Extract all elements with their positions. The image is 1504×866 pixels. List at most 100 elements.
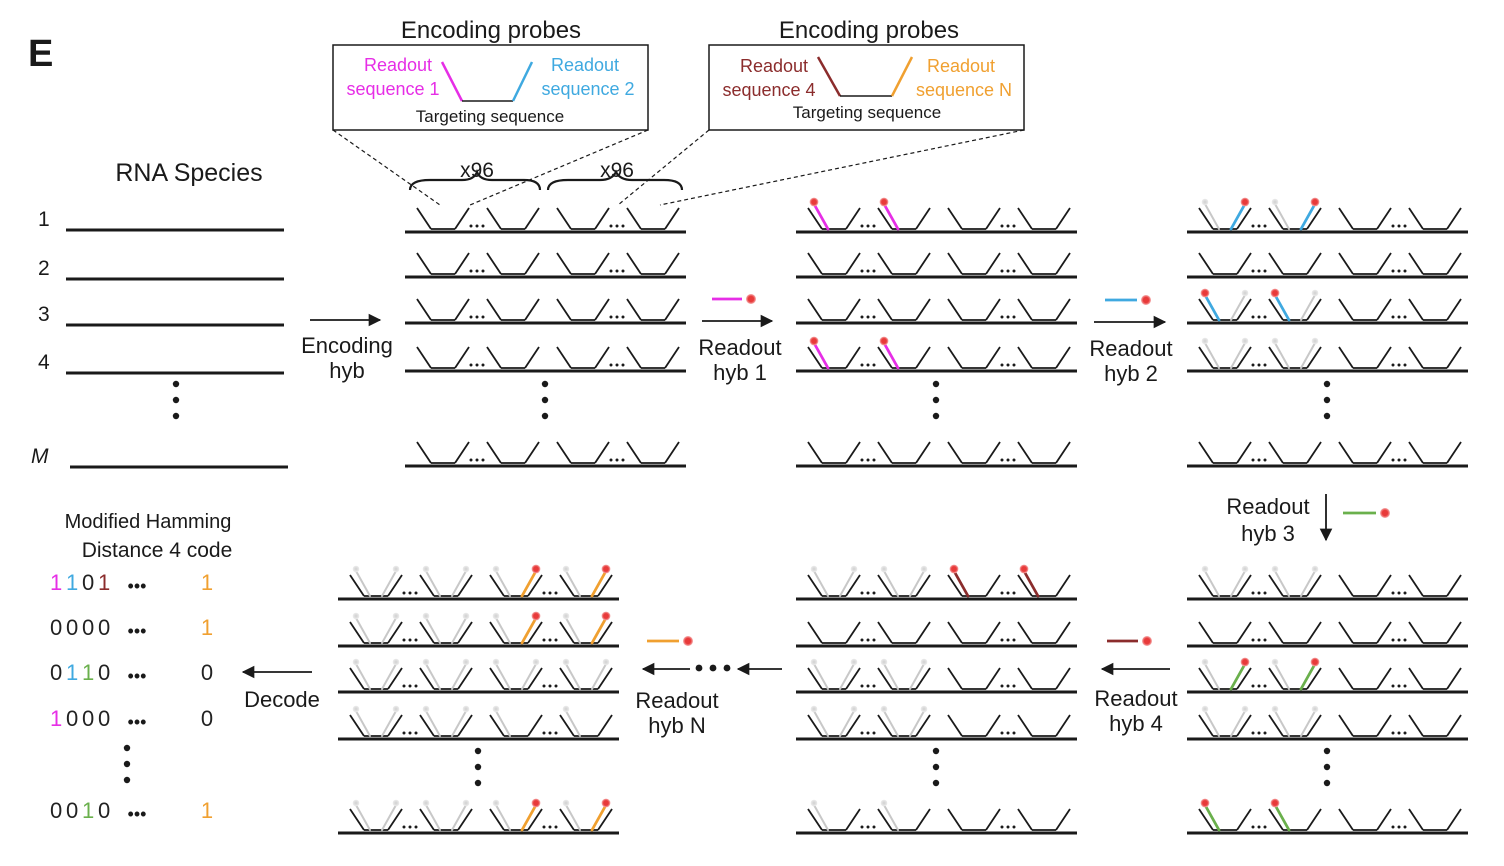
code-bit: 0 bbox=[66, 615, 78, 640]
step-decode: Decode bbox=[244, 687, 320, 712]
code-bit: 0 bbox=[50, 798, 62, 823]
readout-seq-n-label-line1: Readout bbox=[927, 56, 995, 76]
probe-row bbox=[796, 799, 1077, 835]
code-bit-last: 1 bbox=[201, 798, 213, 823]
code-bit: 1 bbox=[82, 798, 94, 823]
readout-seq-1-label-line2: sequence 1 bbox=[346, 79, 439, 99]
probe-row bbox=[796, 252, 1077, 279]
brace-label-1: x96 bbox=[460, 159, 494, 182]
step-hyb1-line2: hyb 1 bbox=[713, 360, 767, 385]
encoding-probe-box-1: Encoding probes Readout sequence 1 Reado… bbox=[332, 17, 649, 131]
probe-row bbox=[338, 798, 619, 835]
rna-row-label: M bbox=[31, 445, 49, 468]
vertical-dot bbox=[123, 776, 131, 784]
readout-probe-green bbox=[1343, 508, 1390, 518]
probe-row bbox=[338, 564, 619, 601]
probe-row bbox=[1187, 252, 1468, 279]
code-bit: 1 bbox=[66, 660, 78, 685]
rna-row-label: 1 bbox=[38, 208, 50, 231]
probe-row bbox=[405, 207, 686, 234]
step-hyb3-line2: hyb 3 bbox=[1241, 521, 1295, 546]
code-bit: 1 bbox=[50, 570, 62, 595]
readout-seq-2-label-line2: sequence 2 bbox=[541, 79, 634, 99]
code-bit-last: 0 bbox=[201, 660, 213, 685]
step-encoding-line1: Encoding bbox=[301, 333, 393, 358]
rna-species-rows: 1 2 3 4 M bbox=[31, 208, 288, 469]
probe-row bbox=[796, 621, 1077, 648]
readout-seq-1-label-line1: Readout bbox=[364, 55, 432, 75]
encoding-box-title: Encoding probes bbox=[779, 17, 959, 44]
probe-row bbox=[1187, 705, 1468, 741]
vertical-dot bbox=[172, 412, 180, 420]
panel-encoded bbox=[405, 207, 686, 468]
code-row: 1 0 0 0 ••• 0 bbox=[50, 706, 213, 732]
arrows bbox=[241, 313, 1333, 679]
code-row: 0 1 1 0 ••• 0 bbox=[50, 660, 213, 686]
rna-species-title: RNA Species bbox=[115, 159, 262, 187]
readout-seq-4-label-line2: sequence 4 bbox=[722, 80, 815, 100]
probe-row bbox=[338, 705, 619, 741]
code-table: 1 1 0 1 ••• 10 0 0 0 ••• 10 1 1 0 ••• 01 0 0 0 ••• 00 0 1 0 ••• 1 bbox=[50, 570, 213, 824]
dashed-leaders bbox=[332, 129, 1025, 206]
code-title-2: Distance 4 code bbox=[82, 539, 233, 562]
step-hyb1-line1: Readout bbox=[698, 335, 781, 360]
step-labels: Encoding hyb Readout hyb 1 Readout hyb 2… bbox=[244, 333, 1310, 738]
probe-row bbox=[796, 298, 1077, 325]
code-bit: 0 bbox=[66, 706, 78, 731]
panel-hyb4 bbox=[796, 564, 1077, 835]
probe-row bbox=[338, 658, 619, 694]
panel-hyb2 bbox=[1187, 197, 1468, 468]
code-dots: ••• bbox=[128, 804, 147, 824]
readout-seq-n-label-line2: sequence N bbox=[916, 80, 1012, 100]
probe-row bbox=[1187, 337, 1468, 373]
step-hybn-line1: Readout bbox=[635, 688, 718, 713]
targeting-seq-label: Targeting sequence bbox=[793, 103, 941, 122]
probe-row bbox=[796, 705, 1077, 741]
hybridization-panels bbox=[338, 197, 1468, 835]
code-bit-last: 1 bbox=[201, 570, 213, 595]
probe-row bbox=[796, 336, 1077, 373]
code-dots: ••• bbox=[128, 576, 147, 596]
code-bit: 1 bbox=[66, 570, 78, 595]
brace-label-2: x96 bbox=[600, 159, 634, 182]
code-title-1: Modified Hamming bbox=[65, 511, 232, 533]
code-dots: ••• bbox=[128, 712, 147, 732]
vertical-dot bbox=[123, 760, 131, 768]
readout-probe-legends bbox=[647, 294, 1390, 646]
code-bit: 1 bbox=[98, 570, 110, 595]
panel-hybN bbox=[338, 564, 619, 835]
vertical-dot bbox=[172, 396, 180, 404]
probe-row bbox=[338, 611, 619, 648]
encoding-box-title: Encoding probes bbox=[401, 17, 581, 44]
probe-row bbox=[405, 252, 686, 279]
panel-hyb1 bbox=[796, 197, 1077, 468]
code-bit: 0 bbox=[50, 660, 62, 685]
readout-probe-magenta bbox=[712, 294, 756, 304]
code-bit: 0 bbox=[50, 615, 62, 640]
readout-seq-4-label-line1: Readout bbox=[740, 56, 808, 76]
probe-row bbox=[796, 564, 1077, 601]
brace-group bbox=[408, 168, 684, 191]
targeting-seq-label: Targeting sequence bbox=[416, 107, 564, 126]
code-dots: ••• bbox=[128, 621, 147, 641]
code-row: 0 0 0 0 ••• 1 bbox=[50, 615, 213, 641]
step-hyb2-line2: hyb 2 bbox=[1104, 361, 1158, 386]
step-hybn-line2-text: hyb N bbox=[648, 713, 705, 738]
vertical-dot bbox=[123, 744, 131, 752]
encoding-probe-box-2: Encoding probes Readout sequence 4 Reado… bbox=[708, 17, 1025, 131]
step-hyb2-line1: Readout bbox=[1089, 336, 1172, 361]
code-row: 1 1 0 1 ••• 1 bbox=[50, 570, 213, 596]
readout-probe-orange bbox=[647, 636, 693, 646]
probe-row bbox=[796, 441, 1077, 468]
code-bit: 1 bbox=[82, 660, 94, 685]
probe-row bbox=[1187, 798, 1468, 835]
step-encoding-line2: hyb bbox=[329, 358, 364, 383]
code-bit-last: 0 bbox=[201, 706, 213, 731]
panel-hyb3 bbox=[1187, 565, 1468, 835]
readout-seq-2-label-line1: Readout bbox=[551, 55, 619, 75]
code-bit: 0 bbox=[98, 798, 110, 823]
readout-probe-brown bbox=[1107, 636, 1152, 646]
step-hyb3-line1: Readout bbox=[1226, 494, 1309, 519]
